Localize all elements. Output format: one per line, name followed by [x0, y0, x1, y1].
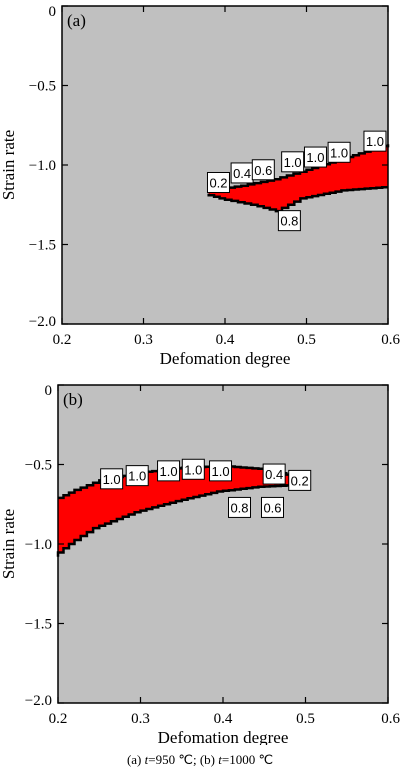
contour-label-text: 0.4 — [233, 166, 251, 181]
contour-label-box — [251, 159, 275, 181]
contour-label-box — [100, 468, 124, 490]
y-tick-label: −2.0 — [25, 693, 52, 709]
y-tick-label: −0.5 — [25, 458, 52, 474]
y-tick-label: −1.5 — [25, 617, 52, 633]
contour-label-text: 0.6 — [263, 500, 281, 515]
contour-label: 0.8 — [228, 496, 251, 518]
contour-label-text: 0.4 — [265, 467, 283, 482]
contour-label: 1.0 — [281, 151, 305, 173]
figure-caption: (a) t=950 ℃; (b) t=1000 ℃ — [0, 752, 400, 768]
contour-label-text: 0.8 — [280, 214, 298, 229]
x-tick-label: 0.6 — [381, 711, 400, 727]
contour-label-text: 1.0 — [103, 472, 121, 487]
contour-label-text: 0.2 — [291, 473, 309, 488]
contour-lower-line — [207, 186, 389, 213]
x-tick-label: 0.5 — [296, 711, 315, 727]
plot-background — [58, 385, 388, 703]
contour-label-box — [327, 141, 351, 163]
y-axis-label: Strain rate — [0, 509, 18, 579]
contour-label-box — [277, 210, 301, 232]
contour-label-text: 1.0 — [306, 150, 324, 165]
contour-label: 0.6 — [251, 159, 275, 181]
contour-label-box — [288, 469, 312, 491]
contour-label: 0.4 — [262, 463, 286, 485]
contour-label: 0.8 — [277, 210, 301, 232]
contour-label-text: 0.8 — [230, 500, 248, 515]
y-tick-label: 0 — [49, 4, 57, 20]
contour-label: 0.6 — [261, 496, 284, 518]
contour-label: 1.0 — [209, 460, 233, 482]
figure: 0.20.4 0.61.0 1.0 1.01.00.80.2 0.3 0.4 0.5 0.60… — [0, 4, 400, 745]
contour-label: 1.0 — [363, 130, 387, 152]
contour-label: 1.0 — [327, 141, 351, 163]
x-axis-label: Defomation degree — [158, 728, 289, 745]
contour-label: 1.0 — [157, 460, 181, 482]
x-tick-label: 0.5 — [297, 332, 316, 348]
contour-label-box — [281, 151, 305, 173]
contour-lower-line — [56, 483, 298, 557]
caption-b-var: t — [218, 752, 222, 767]
x-tick-label: 0.4 — [214, 711, 233, 727]
contour-label-text: 1.0 — [160, 464, 178, 479]
contour-label-text: 1.0 — [184, 462, 202, 477]
y-tick-label: −0.5 — [29, 79, 56, 95]
contour-label: 0.2 — [206, 171, 230, 193]
x-tick-label: 0.2 — [49, 711, 68, 727]
contour-label-text: 1.0 — [330, 145, 348, 160]
contour-label: 1.0 — [303, 146, 327, 168]
caption-b-prefix: (b) — [199, 752, 219, 767]
contour-label-text: 1.0 — [128, 469, 146, 484]
contour-label: 1.0 — [125, 465, 149, 487]
contour-label-text: 1.0 — [366, 134, 384, 149]
contour-upper-line — [208, 144, 390, 192]
y-tick-label: −1.0 — [29, 158, 56, 174]
contour-label: 0.4 — [230, 162, 254, 184]
chart-panel-b: 1.0 1.0 1.0 1.0 1.0 0.4 0.2 0.8 0.6 0.2 0.3 0.4 0.5 0… — [0, 383, 400, 745]
x-tick-label: 0.2 — [53, 332, 72, 348]
y-tick-label: −1.5 — [29, 238, 56, 254]
contour-label-box — [209, 460, 233, 482]
x-tick-label: 0.3 — [134, 332, 153, 348]
contour-label-box — [228, 496, 251, 518]
contour-label-box — [206, 171, 230, 193]
contour-label-box — [261, 496, 284, 518]
contour-label-text: 0.6 — [254, 163, 272, 178]
y-tick-label: −2.0 — [29, 314, 56, 330]
x-tick-label: 0.3 — [131, 711, 150, 727]
contour-label-box — [303, 146, 327, 168]
contour-label-box — [262, 463, 286, 485]
contour-label: 0.2 — [288, 469, 312, 491]
contour-label-box — [157, 460, 181, 482]
contour-label-text: 0.2 — [209, 175, 227, 190]
caption-a-value: =950 ℃; — [148, 752, 200, 767]
panel-label: (b) — [63, 390, 83, 409]
caption-b-value: =1000 ℃ — [221, 752, 274, 767]
x-tick-label: 0.6 — [381, 332, 400, 348]
contour-label-text: 1.0 — [284, 155, 302, 170]
contour-label-box — [363, 130, 387, 152]
caption-a-prefix: (a) — [126, 752, 145, 767]
contour-label-box — [181, 458, 205, 480]
chart-panel-a: 0.20.4 0.61.0 1.0 1.01.00.80.2 0.3 0.4 0.5 0.60… — [0, 4, 400, 368]
y-axis-label: Strain rate — [0, 130, 18, 200]
contour-label: 1.0 — [181, 458, 205, 480]
contour-label-box — [125, 465, 149, 487]
y-tick-label: 0 — [45, 383, 53, 399]
panel-label: (a) — [67, 11, 86, 30]
y-tick-label: −1.0 — [25, 537, 52, 553]
contour-label-text: 1.0 — [211, 464, 229, 479]
contour-label: 1.0 — [100, 468, 124, 490]
x-axis-label: Defomation degree — [160, 349, 291, 368]
caption-a-var: t — [144, 752, 149, 767]
x-tick-label: 0.4 — [216, 332, 235, 348]
